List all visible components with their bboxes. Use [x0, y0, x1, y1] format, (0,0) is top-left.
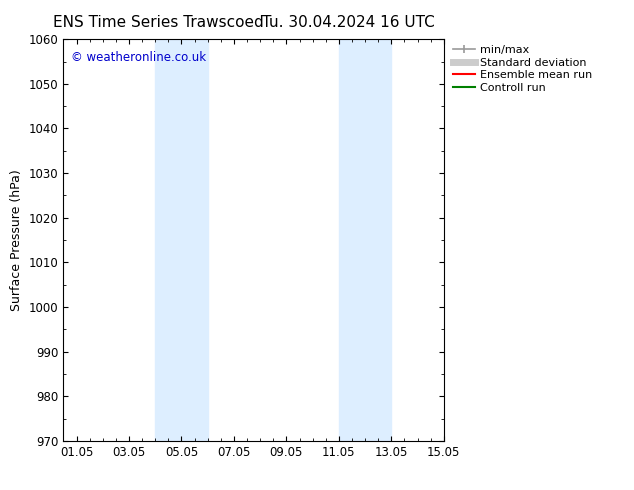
Text: Tu. 30.04.2024 16 UTC: Tu. 30.04.2024 16 UTC: [262, 15, 435, 29]
Text: ENS Time Series Trawscoed: ENS Time Series Trawscoed: [53, 15, 264, 29]
Y-axis label: Surface Pressure (hPa): Surface Pressure (hPa): [10, 169, 23, 311]
Legend: min/max, Standard deviation, Ensemble mean run, Controll run: min/max, Standard deviation, Ensemble me…: [453, 45, 592, 93]
Bar: [339, 39, 391, 441]
Text: © weatheronline.co.uk: © weatheronline.co.uk: [71, 51, 206, 64]
Bar: [155, 39, 208, 441]
